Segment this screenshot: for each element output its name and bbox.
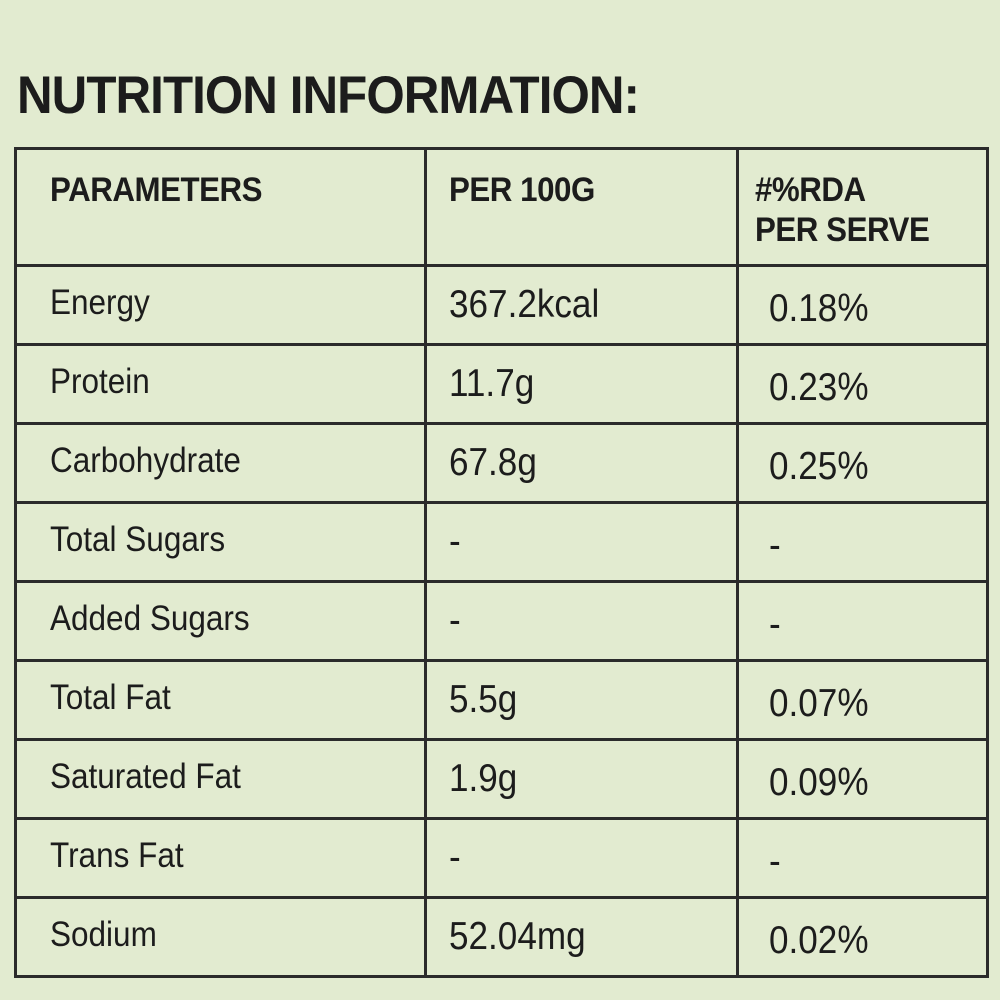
parameter-cell: Added Sugars: [14, 580, 427, 662]
per-100g-cell: -: [424, 580, 739, 662]
rda-cell: 0.23%: [736, 343, 989, 425]
rda-cell: 0.02%: [736, 896, 989, 978]
table-row: Sodium 52.04mg 0.02%: [14, 896, 989, 978]
per-100g-cell: 367.2kcal: [424, 264, 739, 346]
rda-cell: -: [736, 817, 989, 899]
parameter-cell: Sodium: [14, 896, 427, 978]
table-row: Saturated Fat 1.9g 0.09%: [14, 738, 989, 820]
table-row: Protein 11.7g 0.23%: [14, 343, 989, 425]
parameter-cell: Carbohydrate: [14, 422, 427, 504]
per-100g-cell: -: [424, 817, 739, 899]
rda-cell: 0.07%: [736, 659, 989, 741]
rda-cell: -: [736, 501, 989, 583]
per-100g-cell: 11.7g: [424, 343, 739, 425]
header-per-100g: PER 100G: [424, 147, 739, 267]
table-row: Total Sugars - -: [14, 501, 989, 583]
rda-cell: 0.18%: [736, 264, 989, 346]
parameter-cell: Protein: [14, 343, 427, 425]
parameter-cell: Saturated Fat: [14, 738, 427, 820]
parameter-cell: Total Fat: [14, 659, 427, 741]
table-row: Energy 367.2kcal 0.18%: [14, 264, 989, 346]
parameter-cell: Trans Fat: [14, 817, 427, 899]
per-100g-cell: 67.8g: [424, 422, 739, 504]
table-row: Carbohydrate 67.8g 0.25%: [14, 422, 989, 504]
table-header-row: PARAMETERS PER 100G #%RDA PER SERVE: [14, 147, 989, 267]
table-row: Added Sugars - -: [14, 580, 989, 662]
parameter-cell: Total Sugars: [14, 501, 427, 583]
rda-cell: 0.09%: [736, 738, 989, 820]
nutrition-table: PARAMETERS PER 100G #%RDA PER SERVE Energ…: [14, 147, 989, 978]
per-100g-cell: -: [424, 501, 739, 583]
parameter-cell: Energy: [14, 264, 427, 346]
per-100g-cell: 5.5g: [424, 659, 739, 741]
header-parameters: PARAMETERS: [14, 147, 427, 267]
page-title: NUTRITION INFORMATION:: [17, 66, 640, 125]
per-100g-cell: 52.04mg: [424, 896, 739, 978]
rda-cell: 0.25%: [736, 422, 989, 504]
header-rda-per-serve: #%RDA PER SERVE: [736, 147, 989, 267]
table-row: Total Fat 5.5g 0.07%: [14, 659, 989, 741]
table-row: Trans Fat - -: [14, 817, 989, 899]
per-100g-cell: 1.9g: [424, 738, 739, 820]
rda-cell: -: [736, 580, 989, 662]
